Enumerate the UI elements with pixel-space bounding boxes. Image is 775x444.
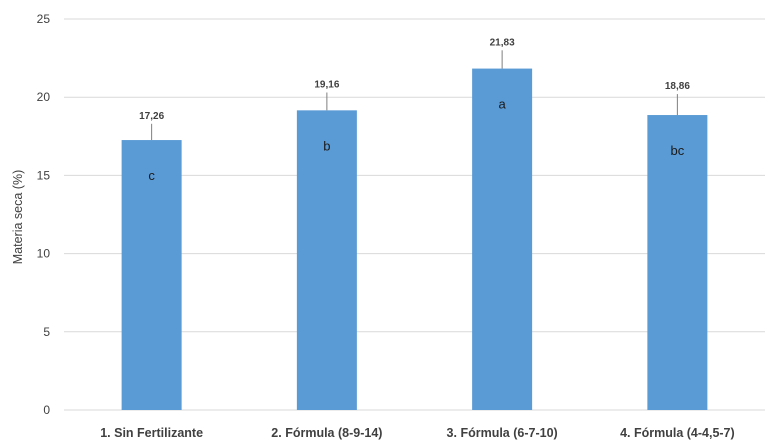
- data-label: 17,26: [139, 111, 164, 122]
- data-label: 18,86: [665, 81, 690, 92]
- bar: [472, 68, 533, 410]
- data-label: 19,16: [314, 80, 339, 91]
- bars: [121, 68, 708, 411]
- x-tick-labels: 1. Sin Fertilizante 2. Fórmula (8-9-14) 3.…: [100, 426, 734, 440]
- data-labels: 17,26 19,16 21,83 18,86: [139, 37, 690, 122]
- bar: [296, 110, 357, 411]
- group-letter: c: [148, 168, 155, 183]
- bar: [647, 115, 708, 410]
- group-letter: bc: [671, 143, 685, 158]
- y-tick-label: 25: [37, 12, 51, 26]
- y-tick-label: 10: [37, 247, 51, 261]
- group-letters: c b a bc: [148, 97, 684, 183]
- y-tick-label: 0: [43, 403, 50, 417]
- x-tick-label: 3. Fórmula (6-7-10): [447, 426, 558, 440]
- data-label: 21,83: [490, 37, 515, 48]
- y-tick-label: 20: [37, 90, 51, 104]
- bar: [121, 140, 182, 411]
- y-tick-labels: 0 5 10 15 20 25: [37, 12, 51, 417]
- y-tick-label: 5: [43, 325, 50, 339]
- y-axis-title: Materia seca (%): [11, 170, 25, 264]
- y-tick-label: 15: [37, 168, 51, 182]
- group-letter: b: [323, 138, 330, 153]
- group-letter: a: [499, 97, 507, 112]
- x-tick-label: 2. Fórmula (8-9-14): [271, 426, 382, 440]
- x-tick-label: 1. Sin Fertilizante: [100, 426, 203, 440]
- error-bars: [151, 50, 678, 141]
- x-tick-label: 4. Fórmula (4-4,5-7): [620, 426, 735, 440]
